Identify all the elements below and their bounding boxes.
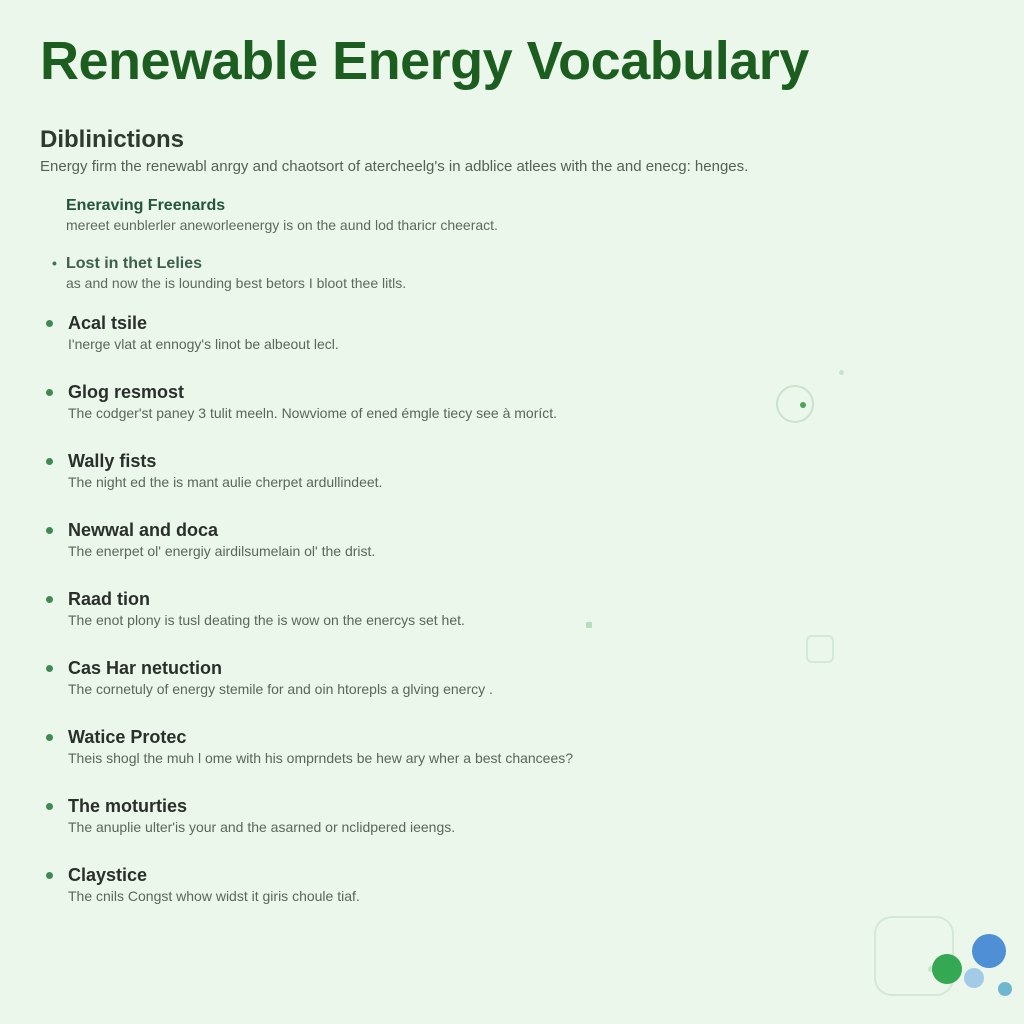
vocab-term: Claystice (68, 865, 984, 886)
page-title: Renewable Energy Vocabulary (40, 30, 984, 92)
vocab-term: The moturties (68, 796, 984, 817)
vocab-definition: The anuplie ulter'is your and the asarne… (68, 819, 984, 835)
decorative-blob-icon (964, 968, 984, 988)
vocab-definition: The night ed the is mant aulie cherpet a… (68, 474, 984, 490)
callout-item: Lost in thet Lelies as and now the is lo… (66, 255, 984, 291)
list-item: Cas Har netuction The cornetuly of energ… (46, 658, 984, 697)
section-subtext: Energy firm the renewabl anrgy and chaot… (40, 158, 984, 175)
vocab-term: Cas Har netuction (68, 658, 984, 679)
callout-item: Eneraving Freenards mereet eunblerler an… (66, 197, 984, 233)
decorative-blob-icon (932, 954, 962, 984)
list-item: The moturties The anuplie ulter'is your … (46, 796, 984, 835)
vocabulary-list: Acal tsile I'nerge vlat at ennogy's lino… (40, 313, 984, 904)
decorative-circle-icon (776, 385, 814, 423)
vocab-term: Watice Protec (68, 727, 984, 748)
list-item: Claystice The cnils Congst whow widst it… (46, 865, 984, 904)
vocab-definition: The cornetuly of energy stemile for and … (68, 681, 984, 697)
decorative-dot-icon (800, 402, 806, 408)
list-item: Glog resmost The codger'st paney 3 tulit… (46, 382, 984, 421)
list-item: Watice Protec Theis shogl the muh l ome … (46, 727, 984, 766)
callout-term: Lost in thet Lelies (66, 255, 984, 273)
decorative-blob-icon (998, 982, 1012, 996)
callout-definition: as and now the is lounding best betors I… (66, 275, 984, 291)
list-item: Acal tsile I'nerge vlat at ennogy's lino… (46, 313, 984, 352)
vocab-term: Raad tion (68, 589, 984, 610)
vocab-term: Newwal and doca (68, 520, 984, 541)
vocab-term: Glog resmost (68, 382, 984, 403)
callout-definition: mereet eunblerler aneworleenergy is on t… (66, 217, 984, 233)
list-item: Raad tion The enot plony is tusl deating… (46, 589, 984, 628)
list-item: Newwal and doca The enerpet ol' energiy … (46, 520, 984, 559)
section-heading: Diblinictions (40, 126, 984, 154)
vocab-definition: Theis shogl the muh l ome with his omprn… (68, 750, 984, 766)
vocab-definition: I'nerge vlat at ennogy's linot be albeou… (68, 336, 984, 352)
vocab-definition: The enerpet ol' energiy airdilsumelain o… (68, 543, 984, 559)
decorative-blob-icon (972, 934, 1006, 968)
vocab-term: Wally fists (68, 451, 984, 472)
vocab-definition: The codger'st paney 3 tulit meeln. Nowvi… (68, 405, 984, 421)
vocab-definition: The cnils Congst whow widst it giris cho… (68, 888, 984, 904)
vocab-term: Acal tsile (68, 313, 984, 334)
vocab-definition: The enot plony is tusl deating the is wo… (68, 612, 984, 628)
callout-term: Eneraving Freenards (66, 197, 984, 215)
decorative-dot-icon (839, 370, 844, 375)
decorative-dot-icon (586, 622, 592, 628)
decorative-square-icon (806, 635, 834, 663)
list-item: Wally fists The night ed the is mant aul… (46, 451, 984, 490)
